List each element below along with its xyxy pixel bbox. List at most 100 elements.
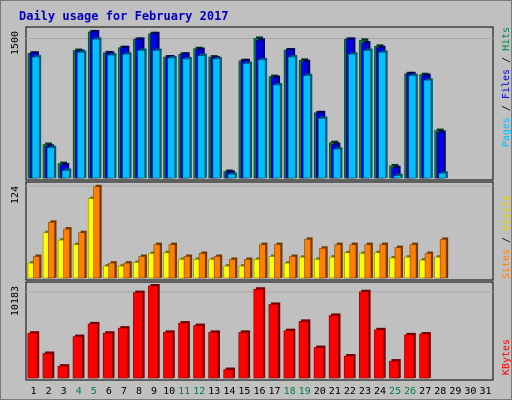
bar-sites-day-12 [198, 251, 208, 279]
bar-pages-day-2 [46, 145, 57, 179]
day-label-27: 27 [419, 386, 431, 397]
day-label-18: 18 [284, 386, 296, 397]
day-label-17: 17 [269, 386, 281, 397]
bar-pages-day-27 [423, 78, 433, 179]
bar-sites-day-14 [228, 257, 238, 279]
chart-legends: Pages / Files / Hits Sites / Visits KBytes [501, 27, 512, 375]
bar-sites-day-21 [334, 242, 343, 279]
bar-sites-day-16 [259, 242, 268, 279]
day-label-4: 4 [76, 386, 82, 397]
day-label-29: 29 [449, 386, 461, 397]
day-label-31: 31 [479, 386, 491, 397]
bar-pages-day-3 [62, 168, 72, 179]
day-label-26: 26 [404, 386, 416, 397]
bar-kbytes-day-15 [238, 330, 251, 379]
bar-kbytes-day-16 [253, 287, 266, 379]
bar-kbytes-day-10 [163, 330, 175, 379]
legend-sep: / [501, 51, 512, 69]
bar-sites-day-23 [364, 242, 373, 279]
bar-pages-day-22 [348, 52, 358, 179]
day-label-24: 24 [374, 386, 386, 397]
chart-panels: 1500 124 10183 [10, 26, 494, 381]
legend-hits: Hits [501, 27, 512, 51]
day-label-14: 14 [223, 386, 235, 397]
bar-pages-day-16 [257, 57, 268, 179]
bar-sites-day-28 [439, 237, 449, 279]
bar-pages-day-9 [152, 48, 162, 179]
bar-sites-day-4 [78, 230, 87, 279]
bar-kbytes-day-25 [389, 359, 401, 379]
chart-title: Daily usage for February 2017 [19, 9, 229, 23]
bar-sites-day-10 [168, 242, 178, 279]
bar-pages-day-20 [318, 116, 328, 179]
bar-sites-day-13 [213, 254, 223, 279]
bar-kbytes-day-14 [223, 367, 236, 379]
ymax-label-kbytes: 10183 [10, 286, 21, 316]
bar-sites-day-8 [138, 254, 147, 279]
bar-kbytes-day-23 [358, 289, 371, 379]
day-label-12: 12 [193, 386, 205, 397]
bar-kbytes-day-6 [102, 331, 115, 379]
bar-pages-day-13 [212, 56, 222, 179]
bar-sites-day-3 [63, 227, 72, 279]
day-label-7: 7 [121, 386, 127, 397]
legend-kbytes: KBytes [501, 339, 512, 375]
bar-pages-day-24 [378, 50, 388, 179]
bar-kbytes-day-2 [42, 351, 55, 379]
day-label-11: 11 [178, 386, 190, 397]
day-label-16: 16 [253, 386, 265, 397]
day-label-25: 25 [389, 386, 401, 397]
bar-sites-day-2 [48, 220, 57, 279]
day-label-19: 19 [299, 386, 311, 397]
bar-pages-day-18 [288, 55, 298, 179]
panel-visits-sites: 124 [10, 181, 494, 281]
bar-kbytes-day-9 [148, 284, 160, 379]
bar-kbytes-day-26 [404, 332, 416, 379]
legend-sites: Sites [501, 249, 512, 279]
ymax-label-visits-sites: 124 [10, 186, 21, 204]
day-label-9: 9 [151, 386, 157, 397]
bar-pages-day-11 [182, 56, 192, 179]
bar-kbytes-day-1 [27, 331, 40, 379]
day-label-13: 13 [208, 386, 220, 397]
bar-kbytes-day-7 [117, 326, 130, 379]
bar-sites-day-1 [33, 254, 42, 279]
bar-sites-day-24 [379, 242, 388, 279]
day-label-15: 15 [238, 386, 250, 397]
bar-sites-day-5 [93, 184, 102, 279]
bar-sites-day-7 [123, 261, 132, 279]
day-label-22: 22 [344, 386, 356, 397]
bar-sites-day-17 [274, 242, 283, 279]
bar-sites-day-6 [108, 261, 117, 279]
bar-kbytes-day-21 [328, 313, 341, 379]
panel-kbytes: 10183 [10, 281, 494, 381]
bar-kbytes-day-18 [283, 328, 296, 379]
bar-sites-day-27 [424, 251, 434, 279]
legend-mid: Sites / Visits [501, 195, 512, 279]
bar-sites-day-22 [349, 242, 358, 279]
bar-sites-day-25 [394, 245, 403, 279]
bar-pages-day-14 [227, 172, 237, 179]
bar-sites-day-9 [153, 242, 162, 279]
day-label-21: 21 [329, 386, 341, 397]
bar-pages-day-5 [92, 37, 102, 179]
bar-files-day-28 [436, 130, 446, 179]
legend-top: Pages / Files / Hits [501, 27, 512, 147]
bar-kbytes-day-5 [87, 321, 100, 379]
panel-hits-files-pages: 1500 [10, 26, 494, 181]
bar-kbytes-day-17 [268, 302, 281, 379]
bar-sites-day-15 [244, 257, 253, 279]
legend-bottom: KBytes [501, 339, 512, 375]
day-label-3: 3 [61, 386, 67, 397]
bar-pages-day-19 [303, 73, 313, 179]
day-label-6: 6 [106, 386, 112, 397]
bar-pages-day-26 [408, 73, 418, 179]
bar-kbytes-day-27 [419, 332, 431, 379]
bar-kbytes-day-11 [178, 321, 190, 379]
bar-pages-day-4 [77, 50, 87, 179]
bar-pages-day-28 [438, 171, 448, 179]
legend-pages: Pages [501, 117, 512, 147]
day-label-28: 28 [434, 386, 446, 397]
bar-kbytes-day-22 [343, 354, 356, 379]
bar-pages-day-12 [197, 53, 207, 179]
